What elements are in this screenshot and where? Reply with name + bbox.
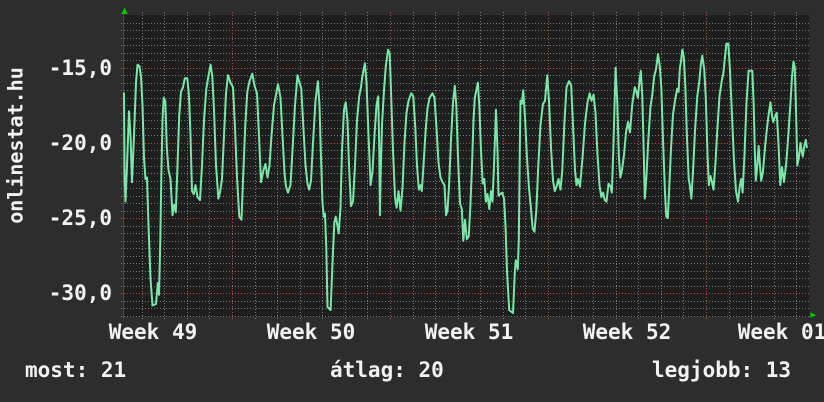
x-axis-label-week-49: Week 49 — [108, 320, 198, 344]
y-axis-label-20: -20,0 — [48, 131, 112, 155]
y-axis-label-25: -25,0 — [48, 206, 112, 230]
y-axis-arrow-icon — [121, 7, 128, 14]
stat-most: most: 21 — [25, 358, 127, 382]
x-axis-label-week-51: Week 51 — [424, 320, 514, 344]
y-axis-label-15: -15,0 — [48, 56, 112, 80]
stat-legjobb: legjobb: 13 — [652, 358, 792, 382]
stat-atlag: átlag: 20 — [330, 358, 444, 382]
x-axis-label-week-50: Week 50 — [266, 320, 356, 344]
x-axis-label-week-52: Week 52 — [582, 320, 672, 344]
y-axis-label-30: -30,0 — [48, 281, 112, 305]
x-axis-arrow-icon — [810, 312, 817, 318]
x-axis-label-week-01: Week 01 — [737, 320, 824, 344]
data-line — [123, 42, 808, 314]
